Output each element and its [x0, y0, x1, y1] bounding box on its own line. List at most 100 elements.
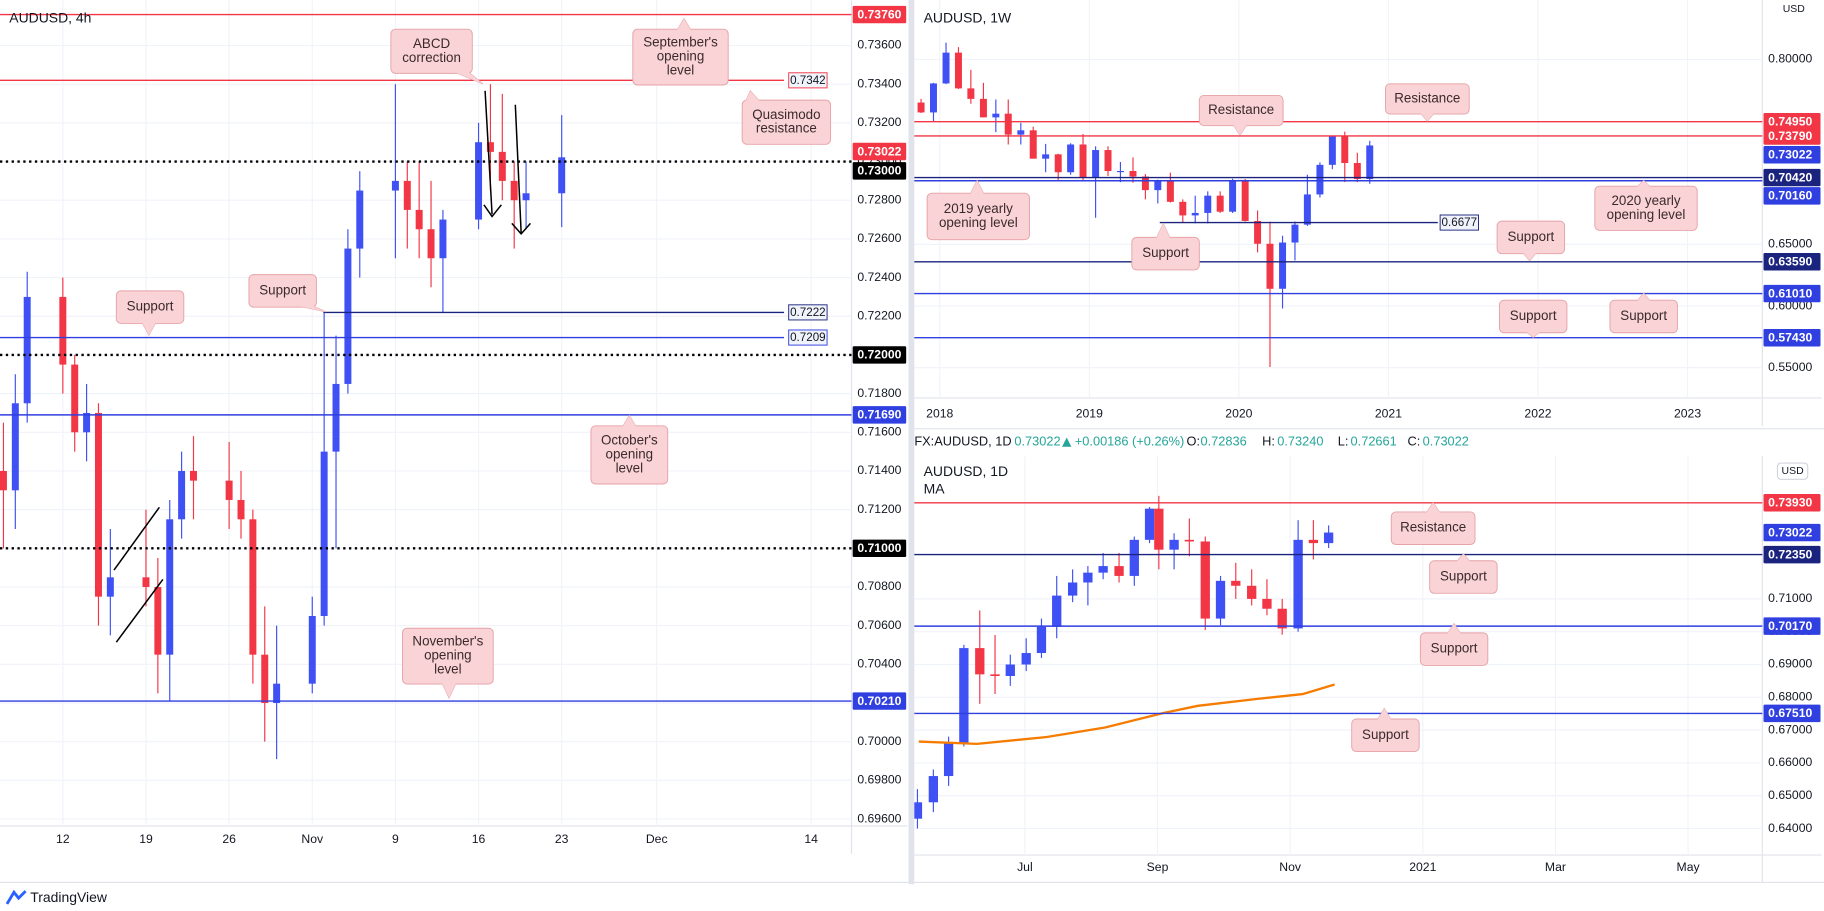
candle-body [914, 802, 923, 819]
candle-body [1229, 180, 1237, 212]
price-label: 0.71690 [857, 408, 901, 422]
price-label: 0.73790 [1768, 129, 1812, 143]
price-label: 0.57430 [1768, 331, 1812, 345]
callout [390, 28, 473, 74]
candle-body [11, 403, 19, 491]
candle-body [1254, 220, 1262, 244]
callout-tail-fill [1522, 252, 1537, 261]
x-tick-label: May [1677, 860, 1701, 874]
callout-text: level [434, 662, 462, 677]
ohlc-value: 0.73022 [1423, 433, 1469, 448]
callout-tail-fill [1377, 708, 1392, 721]
candle-body [1184, 539, 1195, 542]
y-tick-label: 0.67000 [1768, 722, 1812, 736]
x-tick-label: 2019 [1076, 406, 1103, 420]
y-tick-label: 0.73400 [857, 76, 901, 90]
price-label: 0.73000 [857, 164, 901, 178]
price-label: 0.70170 [1768, 619, 1812, 633]
candle-body [1005, 664, 1015, 676]
candle-body [1052, 595, 1062, 627]
chart-title: AUDUSD, 1D [924, 463, 1008, 479]
y-tick-label: 0.72200 [857, 308, 901, 322]
callout-text: Support [1510, 308, 1557, 323]
y-tick-label: 0.71600 [857, 425, 901, 439]
candle-body [967, 88, 975, 99]
candle-body [1231, 580, 1241, 586]
candle-body [1266, 243, 1274, 289]
x-tick-label: Jul [1017, 860, 1033, 874]
candle-body [929, 83, 937, 113]
candle-body [1054, 154, 1062, 173]
level-tag-label: 0.7342 [790, 74, 826, 87]
candle-body [1353, 162, 1361, 180]
x-tick-label: Nov [301, 832, 324, 846]
y-tick-label: 0.69800 [857, 773, 901, 787]
price-label-box [1763, 704, 1821, 723]
y-tick-label: 0.65000 [1768, 237, 1812, 251]
x-tick-label: Nov [1279, 860, 1302, 874]
price-label-box [1763, 127, 1821, 145]
candle-body [510, 180, 518, 201]
y-tick-label: 0.64000 [1768, 821, 1812, 835]
ohlc-value: 0.72836 [1200, 433, 1246, 448]
callout-tail-fill [622, 415, 637, 427]
level-tag [788, 329, 828, 346]
x-tick-label: 9 [392, 832, 399, 846]
callout-text: 2020 yearly [1611, 193, 1680, 208]
ohlc-key: O: [1187, 433, 1200, 448]
axis-unit: USD [1782, 466, 1805, 477]
separator [908, 0, 915, 885]
candle-body [249, 519, 257, 655]
y-tick-label: 0.70400 [857, 657, 901, 671]
candle-body [943, 743, 954, 777]
candle-body [308, 615, 316, 684]
y-tick-label: 0.71400 [857, 463, 901, 477]
ohlc-key: C: [1408, 433, 1421, 448]
candle-body [1141, 176, 1149, 191]
callout-text: Support [1431, 641, 1478, 656]
candle-body [154, 586, 162, 655]
price-label: 0.73930 [1768, 496, 1812, 510]
x-tick-label: 23 [555, 832, 569, 846]
candle-body [1154, 180, 1162, 191]
symbol: FX:AUDUSD, 1D [914, 433, 1011, 448]
callout-tail-fill [1636, 293, 1651, 302]
footer-brand: TradingView [30, 889, 108, 905]
price-label: 0.73022 [1768, 525, 1812, 539]
price-label-box [1763, 494, 1821, 512]
price-label: 0.72000 [857, 348, 901, 362]
callout-text: level [616, 460, 644, 475]
level-tag [788, 304, 828, 321]
candle-body [166, 519, 174, 655]
x-tick-label: 19 [139, 832, 153, 846]
candle-body [344, 248, 352, 384]
candle-body [415, 209, 423, 230]
candle-body [189, 470, 197, 481]
last-price: 0.73022 [1014, 433, 1060, 448]
price-label: 0.73022 [1768, 148, 1812, 162]
candle-body [1004, 113, 1012, 135]
callout-text: opening level [939, 215, 1018, 230]
ohlc-value: 0.73240 [1277, 433, 1323, 448]
x-tick-label: 2020 [1225, 406, 1252, 420]
candle-body [942, 52, 950, 84]
candle-body [558, 157, 566, 194]
callout-tail-fill [1456, 553, 1471, 562]
x-tick-label: 26 [222, 832, 236, 846]
price-label-box [852, 5, 907, 24]
callout-tail-fill [1426, 502, 1441, 514]
x-tick-label: 2021 [1375, 406, 1402, 420]
arrow [483, 90, 502, 218]
price-label: 0.73760 [857, 7, 901, 21]
candle-body [178, 470, 186, 520]
candle-body [1241, 180, 1249, 221]
candle-body [1067, 144, 1075, 173]
callout-text: Resistance [1400, 520, 1466, 535]
price-label-box [1763, 187, 1821, 205]
callout-text: October's [601, 432, 658, 447]
y-tick-label: 0.69000 [1768, 657, 1812, 671]
candle-body [1262, 598, 1272, 609]
y-tick-label: 0.71200 [857, 502, 901, 516]
y-tick-label: 0.69600 [857, 811, 901, 825]
candle-body [1079, 144, 1087, 178]
